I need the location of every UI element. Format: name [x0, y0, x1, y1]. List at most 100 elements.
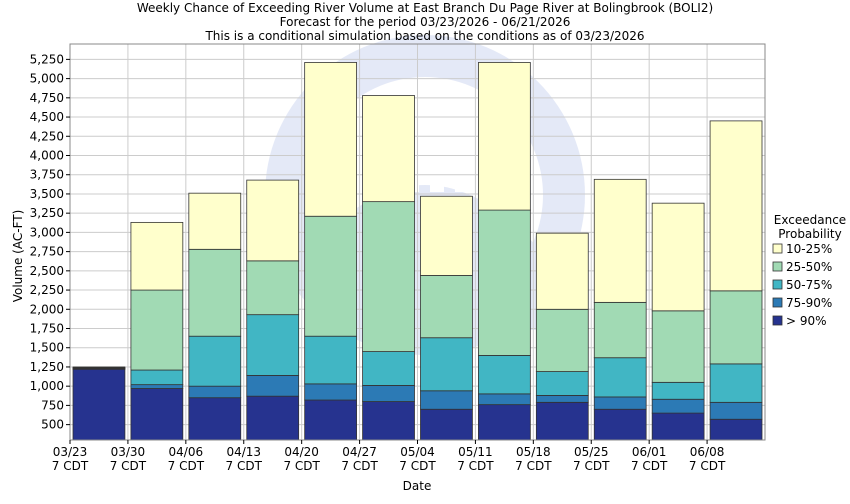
bar-segment [189, 249, 241, 336]
y-tick-label: 3,500 [30, 187, 64, 201]
bar-segment [189, 398, 241, 440]
x-tick-sublabel: 7 CDT [457, 459, 494, 473]
bar-segment [247, 396, 299, 440]
bar-segment [305, 400, 357, 440]
bar-segment [652, 399, 704, 413]
x-tick-sublabel: 7 CDT [573, 459, 610, 473]
legend-swatch [773, 298, 782, 307]
y-tick-label: 4,500 [30, 110, 64, 124]
bar-segment [421, 409, 473, 440]
bar-segment [131, 388, 183, 440]
x-tick-label: 05/25 [574, 445, 609, 459]
bar-segment [594, 302, 646, 357]
bar-segment [536, 395, 588, 402]
bar-segment [536, 233, 588, 309]
x-tick-label: 03/30 [111, 445, 146, 459]
legend-swatch [773, 280, 782, 289]
bar-segment [594, 358, 646, 397]
bar-segment [478, 405, 530, 440]
y-tick-label: 5,250 [30, 52, 64, 66]
bar-segment [363, 352, 415, 386]
x-tick-sublabel: 7 CDT [52, 459, 89, 473]
bar-segment [710, 402, 762, 419]
x-tick-sublabel: 7 CDT [283, 459, 320, 473]
bar-segment [131, 370, 183, 385]
bar-segment [363, 202, 415, 352]
x-tick-label: 04/20 [284, 445, 319, 459]
bar-segment [421, 391, 473, 409]
legend-label: 25-50% [786, 260, 832, 274]
bar-segment [421, 275, 473, 337]
chart-subtitle: Forecast for the period 03/23/2026 - 06/… [280, 15, 571, 29]
bar-segment [652, 203, 704, 311]
chart-subtitle-2: This is a conditional simulation based o… [204, 29, 644, 43]
bar-segment [652, 311, 704, 383]
y-tick-label: 4,250 [30, 129, 64, 143]
x-tick-sublabel: 7 CDT [110, 459, 147, 473]
legend-swatch [773, 244, 782, 253]
bar-segment [710, 419, 762, 440]
x-tick-sublabel: 7 CDT [689, 459, 726, 473]
bar-segment [652, 382, 704, 399]
chart-titles: Weekly Chance of Exceeding River Volume … [137, 1, 713, 43]
bar-segment [189, 193, 241, 249]
y-tick-label: 3,250 [30, 206, 64, 220]
x-tick-label: 06/01 [632, 445, 667, 459]
bar-segment [189, 386, 241, 398]
bar-segment [363, 96, 415, 202]
x-tick-sublabel: 7 CDT [341, 459, 378, 473]
legend: ExceedanceProbability10-25%25-50%50-75%7… [773, 213, 846, 328]
bar-segment [131, 385, 183, 389]
bar-segment [247, 261, 299, 315]
bar-segment [710, 364, 762, 402]
bar-segment [594, 179, 646, 302]
legend-label: 10-25% [786, 242, 832, 256]
legend-title: Probability [778, 227, 841, 241]
x-tick-label: 05/11 [458, 445, 493, 459]
bar-segment [421, 196, 473, 275]
x-tick-label: 05/04 [400, 445, 435, 459]
y-tick-label: 2,750 [30, 245, 64, 259]
bar-segment [536, 309, 588, 371]
y-axis-title: Volume (AC-FT) [11, 210, 25, 303]
bar-segment [247, 315, 299, 376]
legend-swatch [773, 316, 782, 325]
chart-title: Weekly Chance of Exceeding River Volume … [137, 1, 713, 15]
y-tick-label: 2,000 [30, 302, 64, 316]
bar-segment [594, 409, 646, 440]
y-tick-label: 2,250 [30, 283, 64, 297]
legend-swatch [773, 262, 782, 271]
bar-segment [363, 402, 415, 440]
bar-segment [131, 290, 183, 370]
bar-segment [478, 394, 530, 405]
y-tick-label: 1,750 [30, 322, 64, 336]
bar-segment [710, 121, 762, 291]
bar-segment [421, 338, 473, 391]
bar-segment [305, 384, 357, 400]
x-tick-sublabel: 7 CDT [168, 459, 205, 473]
y-tick-label: 500 [41, 418, 64, 432]
bar-segment [73, 369, 125, 440]
bar-segment [363, 385, 415, 401]
bar-segment [710, 291, 762, 364]
y-tick-label: 4,000 [30, 148, 64, 162]
y-tick-label: 750 [41, 398, 64, 412]
x-tick-sublabel: 7 CDT [226, 459, 263, 473]
y-axis-ticks: 5007501,0001,2501,5001,7502,0002,2502,50… [30, 52, 70, 431]
x-tick-label: 04/27 [342, 445, 377, 459]
bar-segment [478, 210, 530, 355]
y-tick-label: 1,500 [30, 341, 64, 355]
legend-title: Exceedance [774, 213, 846, 227]
bar-segment [536, 402, 588, 440]
y-tick-label: 1,250 [30, 360, 64, 374]
x-tick-sublabel: 7 CDT [515, 459, 552, 473]
x-axis-title: Date [403, 479, 432, 493]
bar-segment [536, 372, 588, 396]
y-tick-label: 3,750 [30, 168, 64, 182]
y-tick-label: 1,000 [30, 379, 64, 393]
bar-segment [189, 336, 241, 386]
y-tick-label: 4,750 [30, 91, 64, 105]
x-tick-label: 05/18 [516, 445, 551, 459]
